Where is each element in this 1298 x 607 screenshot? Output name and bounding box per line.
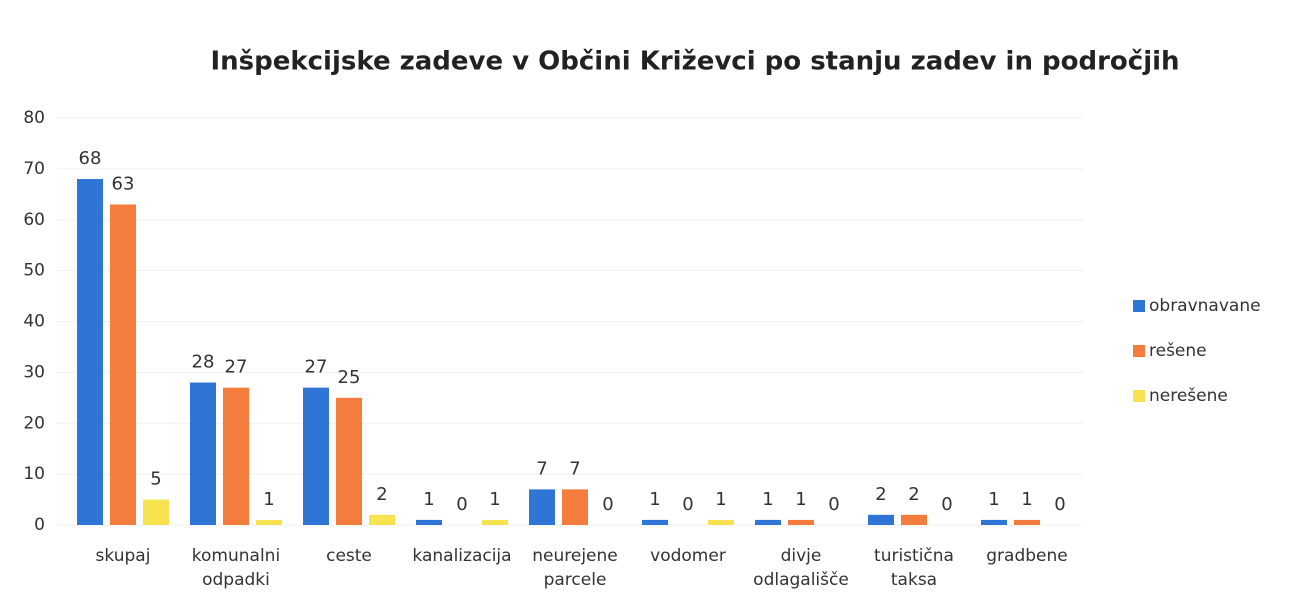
bar	[708, 519, 734, 525]
bar	[190, 382, 216, 525]
value-label: 25	[338, 367, 361, 388]
value-label: 63	[112, 173, 135, 194]
value-label: 7	[569, 458, 580, 479]
value-label: 1	[489, 489, 500, 510]
legend-swatch	[1133, 390, 1145, 402]
bar	[369, 514, 395, 525]
value-label: 2	[376, 484, 387, 505]
value-label: 1	[762, 489, 773, 510]
bar	[529, 489, 555, 525]
x-tick-label: komunalni odpadki	[192, 546, 280, 590]
legend-swatch	[1133, 345, 1145, 357]
x-tick-label: ceste	[326, 546, 372, 566]
value-label: 0	[828, 494, 839, 515]
x-tick-label: divje odlagališče	[753, 546, 849, 590]
x-tick-label: skupaj	[96, 546, 151, 566]
legend-label: rešene	[1149, 341, 1207, 361]
value-label: 28	[192, 352, 215, 373]
value-label: 2	[908, 484, 919, 505]
x-tick-label: neurejene parcele	[532, 546, 618, 590]
value-label: 27	[225, 357, 248, 378]
value-label: 5	[150, 469, 161, 490]
y-tick-label: 20	[23, 413, 45, 433]
y-tick-label: 40	[23, 312, 45, 332]
value-label: 0	[602, 494, 613, 515]
value-label: 1	[423, 489, 434, 510]
y-tick-label: 0	[34, 515, 45, 535]
value-label: 0	[941, 494, 952, 515]
x-tick-label: turistična taksa	[874, 546, 954, 590]
bar	[416, 519, 442, 525]
value-label: 1	[263, 489, 274, 510]
value-label: 27	[305, 357, 328, 378]
chart-title: Inšpekcijske zadeve v Občini Križevci po…	[210, 47, 1179, 77]
x-tick-label: kanalizacija	[412, 546, 511, 566]
x-tick-label: gradbene	[986, 546, 1067, 566]
value-label: 1	[649, 489, 660, 510]
bar	[336, 397, 362, 525]
value-label: 0	[456, 494, 467, 515]
y-tick-label: 50	[23, 261, 45, 281]
bar	[755, 519, 781, 525]
y-tick-label: 60	[23, 210, 45, 230]
bar	[901, 514, 927, 525]
value-label: 1	[795, 489, 806, 510]
value-label: 68	[79, 148, 102, 169]
bar	[562, 489, 588, 525]
legend-label: obravnavane	[1149, 296, 1261, 316]
bar	[256, 519, 282, 525]
y-tick-label: 80	[23, 108, 45, 128]
y-tick-label: 10	[23, 464, 45, 484]
y-tick-label: 30	[23, 362, 45, 382]
value-label: 0	[1054, 494, 1065, 515]
value-label: 1	[715, 489, 726, 510]
bar	[143, 499, 169, 525]
bar	[868, 514, 894, 525]
bar	[110, 204, 136, 526]
value-label: 7	[536, 458, 547, 479]
value-label: 1	[1021, 489, 1032, 510]
bar	[1014, 519, 1040, 525]
bar	[77, 179, 103, 526]
bar	[303, 387, 329, 525]
legend-label: nerešene	[1149, 386, 1228, 406]
bar	[981, 519, 1007, 525]
bar	[223, 387, 249, 525]
value-label: 1	[988, 489, 999, 510]
bar	[642, 519, 668, 525]
bar	[788, 519, 814, 525]
value-label: 0	[682, 494, 693, 515]
x-tick-label: vodomer	[650, 546, 726, 566]
bar	[482, 519, 508, 525]
y-tick-label: 70	[23, 159, 45, 179]
value-label: 2	[875, 484, 886, 505]
legend-swatch	[1133, 300, 1145, 312]
